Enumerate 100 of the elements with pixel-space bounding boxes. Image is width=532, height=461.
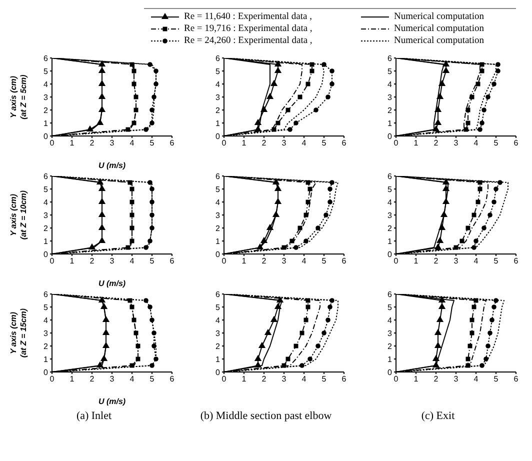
y-tick-label: 3 xyxy=(216,92,221,102)
y-tick-label: 6 xyxy=(388,54,393,63)
y-tick-label: 4 xyxy=(44,80,49,89)
x-tick-label: 2 xyxy=(434,138,439,148)
x-tick-label: 5 xyxy=(494,138,499,148)
y-tick-label: 2 xyxy=(44,342,49,351)
x-tick-label: 3 xyxy=(110,138,115,148)
x-axis-title: U (m/s) xyxy=(98,161,126,170)
x-tick-label: 2 xyxy=(90,138,95,148)
y-tick-label: 0 xyxy=(388,250,393,259)
x-tick-label: 1 xyxy=(70,138,75,148)
x-tick-label: 3 xyxy=(454,374,459,384)
y-axis-title: Y axis (cm) (at Z = 15cm) xyxy=(9,308,28,358)
text: (c) Exit xyxy=(420,410,456,422)
x-tick-label: 1 xyxy=(414,138,419,148)
y-tick-label: 0 xyxy=(216,368,221,377)
y-tick-label: 4 xyxy=(388,80,393,89)
y-tick-label: 3 xyxy=(388,92,393,102)
y-tick-label: 0 xyxy=(388,132,393,141)
x-tick-label: 5 xyxy=(494,256,499,266)
legend-label: Re = 24,260 : Experimental data , xyxy=(183,35,314,47)
y-tick-label: 4 xyxy=(388,198,393,207)
x-tick-label: 0 xyxy=(222,374,227,384)
y-tick-label: 5 xyxy=(388,184,393,194)
legend-label: Re = 11,640 : Experimental data , xyxy=(183,11,313,23)
y-tick-label: 5 xyxy=(44,302,49,312)
x-tick-label: 6 xyxy=(342,374,347,384)
x-tick-label: 1 xyxy=(414,256,419,266)
y-tick-label: 2 xyxy=(216,342,221,351)
y-tick-label: 3 xyxy=(44,328,49,338)
y-axis-title: Y axis (cm) (at Z = 5cm) xyxy=(9,74,28,120)
y-tick-label: 4 xyxy=(216,198,221,207)
x-tick-label: 2 xyxy=(434,374,439,384)
x-tick-label: 4 xyxy=(130,374,135,384)
x-tick-label: 5 xyxy=(494,374,499,384)
legend-label: Numerical computation xyxy=(393,11,485,23)
x-tick-label: 3 xyxy=(110,256,115,266)
x-tick-label: 6 xyxy=(342,256,347,266)
x-tick-label: 0 xyxy=(50,138,55,148)
x-tick-label: 0 xyxy=(222,138,227,148)
y-axis-title: Y axis (cm) (at Z = 10cm) xyxy=(9,190,28,240)
y-tick-label: 3 xyxy=(388,210,393,220)
y-tick-label: 6 xyxy=(44,172,49,181)
x-axis-title: U (m/s) xyxy=(98,279,126,288)
x-tick-label: 6 xyxy=(514,138,519,148)
y-tick-label: 6 xyxy=(216,290,221,299)
y-tick-label: 4 xyxy=(44,198,49,207)
y-tick-label: 4 xyxy=(388,316,393,325)
x-tick-label: 4 xyxy=(130,256,135,266)
y-tick-label: 0 xyxy=(44,250,49,259)
y-tick-label: 6 xyxy=(216,54,221,63)
x-tick-label: 4 xyxy=(474,374,479,384)
x-tick-label: 6 xyxy=(514,256,519,266)
x-tick-label: 5 xyxy=(322,374,327,384)
y-tick-label: 5 xyxy=(216,302,221,312)
y-tick-label: 1 xyxy=(44,236,49,246)
x-tick-label: 4 xyxy=(302,256,307,266)
x-tick-label: 1 xyxy=(414,374,419,384)
y-tick-label: 3 xyxy=(216,210,221,220)
y-tick-label: 2 xyxy=(44,106,49,115)
x-tick-label: 2 xyxy=(90,256,95,266)
y-tick-label: 0 xyxy=(44,132,49,141)
x-tick-label: 3 xyxy=(282,374,287,384)
x-tick-label: 1 xyxy=(242,374,247,384)
y-tick-label: 1 xyxy=(388,354,393,364)
legend-label: Numerical computation xyxy=(393,23,485,35)
x-tick-label: 2 xyxy=(434,256,439,266)
x-tick-label: 5 xyxy=(150,138,155,148)
x-tick-label: 3 xyxy=(282,138,287,148)
y-tick-label: 1 xyxy=(216,236,221,246)
x-tick-label: 4 xyxy=(302,374,307,384)
y-tick-label: 1 xyxy=(216,354,221,364)
y-tick-label: 1 xyxy=(44,118,49,128)
legend-label: Re = 19,716 : Experimental data , xyxy=(183,23,314,35)
y-tick-label: 6 xyxy=(388,172,393,181)
x-tick-label: 0 xyxy=(50,256,55,266)
y-tick-label: 4 xyxy=(216,80,221,89)
y-tick-label: 2 xyxy=(388,342,393,351)
x-tick-label: 5 xyxy=(322,138,327,148)
x-tick-label: 1 xyxy=(70,374,75,384)
x-tick-label: 3 xyxy=(110,374,115,384)
x-tick-label: 1 xyxy=(70,256,75,266)
x-tick-label: 0 xyxy=(394,256,399,266)
x-tick-label: 2 xyxy=(262,256,267,266)
x-tick-label: 6 xyxy=(170,374,175,384)
y-tick-label: 5 xyxy=(44,184,49,194)
y-tick-label: 3 xyxy=(388,328,393,338)
x-tick-label: 1 xyxy=(242,256,247,266)
text: (b) Middle section past elbow xyxy=(199,410,333,422)
y-tick-label: 2 xyxy=(216,224,221,233)
x-tick-label: 5 xyxy=(150,374,155,384)
x-tick-label: 3 xyxy=(282,256,287,266)
y-tick-label: 2 xyxy=(44,224,49,233)
y-tick-label: 5 xyxy=(216,184,221,194)
x-tick-label: 6 xyxy=(514,374,519,384)
y-tick-label: 1 xyxy=(216,118,221,128)
y-tick-label: 4 xyxy=(216,316,221,325)
y-tick-label: 2 xyxy=(216,106,221,115)
y-tick-label: 5 xyxy=(388,302,393,312)
y-tick-label: 5 xyxy=(44,66,49,76)
